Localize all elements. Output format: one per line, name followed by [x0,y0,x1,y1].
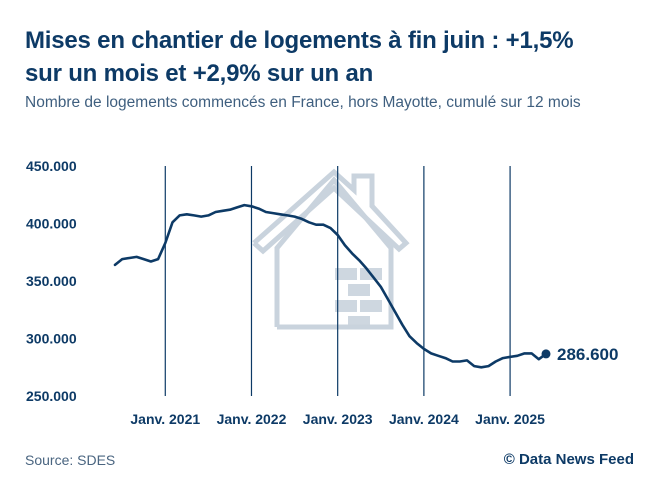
x-tick-label: Janv. 2025 [475,411,545,427]
credit-label: © Data News Feed [503,451,634,468]
y-tick-label: 400.000 [26,216,77,232]
y-tick-label: 250.000 [26,388,77,404]
y-tick-label: 450.000 [26,158,77,174]
title-line-1: Mises en chantier de logements à fin jui… [25,27,574,54]
y-tick-label: 350.000 [26,273,77,289]
house-icon-brick [348,284,370,296]
last-value-label: 286.600 [557,345,618,364]
title-line-2: sur un mois et +2,9% sur un an [25,60,374,87]
house-icon-brick [360,300,382,312]
y-tick-label: 300.000 [26,331,77,347]
x-tick-label: Janv. 2021 [130,411,200,427]
house-icon-bricks [335,268,382,325]
house-icon-roof [252,168,410,255]
last-value-marker [541,349,551,359]
house-icon-brick [348,316,370,325]
x-tick-label: Janv. 2024 [389,411,459,427]
house-icon [252,168,410,330]
chart-subtitle: Nombre de logements commencés en France,… [25,94,581,111]
house-icon-brick [335,300,357,312]
house-icon-brick [335,268,357,280]
x-tick-label: Janv. 2023 [303,411,373,427]
x-tick-label: Janv. 2022 [217,411,287,427]
series-line [113,203,548,369]
source-note: Source: SDES [25,452,116,468]
chart-title: Mises en chantier de logements à fin jui… [25,24,640,90]
